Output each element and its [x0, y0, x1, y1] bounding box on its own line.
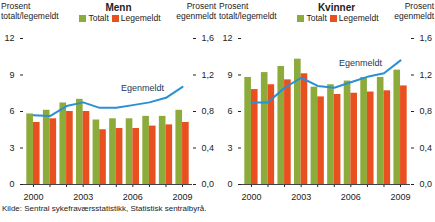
svg-text:2000: 2000	[23, 192, 43, 200]
svg-text:2009: 2009	[173, 192, 193, 200]
svg-text:0,8: 0,8	[202, 106, 215, 116]
svg-text:9: 9	[9, 70, 14, 80]
svg-text:2006: 2006	[123, 192, 143, 200]
svg-text:2009: 2009	[391, 192, 411, 200]
svg-text:1,2: 1,2	[420, 70, 433, 80]
svg-text:1,6: 1,6	[420, 33, 433, 43]
svg-text:0: 0	[9, 179, 14, 189]
html-text:Totalt: Totalt	[306, 13, 327, 23]
html-text:Menn: Menn	[105, 2, 132, 13]
svg-text:0: 0	[227, 179, 232, 189]
svg-text:2006: 2006	[341, 192, 361, 200]
svg-text:9: 9	[227, 70, 232, 80]
svg-text:3: 3	[9, 143, 14, 153]
svg-text:12: 12	[222, 33, 232, 43]
html-text:Prosent egenmeldt: Prosent egenmeldt	[176, 1, 216, 21]
svg-text:6: 6	[227, 106, 232, 116]
svg-text:1,6: 1,6	[202, 33, 215, 43]
svg-text:3: 3	[227, 143, 232, 153]
html-text:Legemeldt: Legemeldt	[338, 13, 379, 23]
svg-text:0,0: 0,0	[420, 179, 433, 189]
svg-text:6: 6	[9, 106, 14, 116]
html-text:Kilde: Sentral sykefraværsstat: Kilde: Sentral sykefraværsstatistikk, St…	[2, 204, 207, 213]
svg-text:Egenmeldt: Egenmeldt	[121, 83, 165, 93]
html-text:Prosent egenmeldt: Prosent egenmeldt	[394, 1, 434, 21]
svg-text:1,2: 1,2	[202, 70, 215, 80]
svg-text:0,8: 0,8	[420, 106, 433, 116]
html-text:Prosent totalt/legemeldt: Prosent totalt/legemeldt	[219, 1, 277, 21]
html-text:Legemeldt: Legemeldt	[120, 13, 161, 23]
svg-text:0,4: 0,4	[202, 143, 215, 153]
html-text:Kvinner: Kvinner	[317, 2, 356, 13]
svg-text:0,4: 0,4	[420, 143, 433, 153]
html-text:Totalt: Totalt	[88, 13, 109, 23]
svg-text:2000: 2000	[241, 192, 261, 200]
svg-text:12: 12	[4, 33, 14, 43]
svg-text:2003: 2003	[291, 192, 311, 200]
svg-text:0,0: 0,0	[202, 179, 215, 189]
svg-text:Egenmeldt: Egenmeldt	[339, 58, 383, 68]
svg-text:2003: 2003	[73, 192, 93, 200]
html-text:Prosent totalt/legemeldt: Prosent totalt/legemeldt	[1, 1, 59, 21]
